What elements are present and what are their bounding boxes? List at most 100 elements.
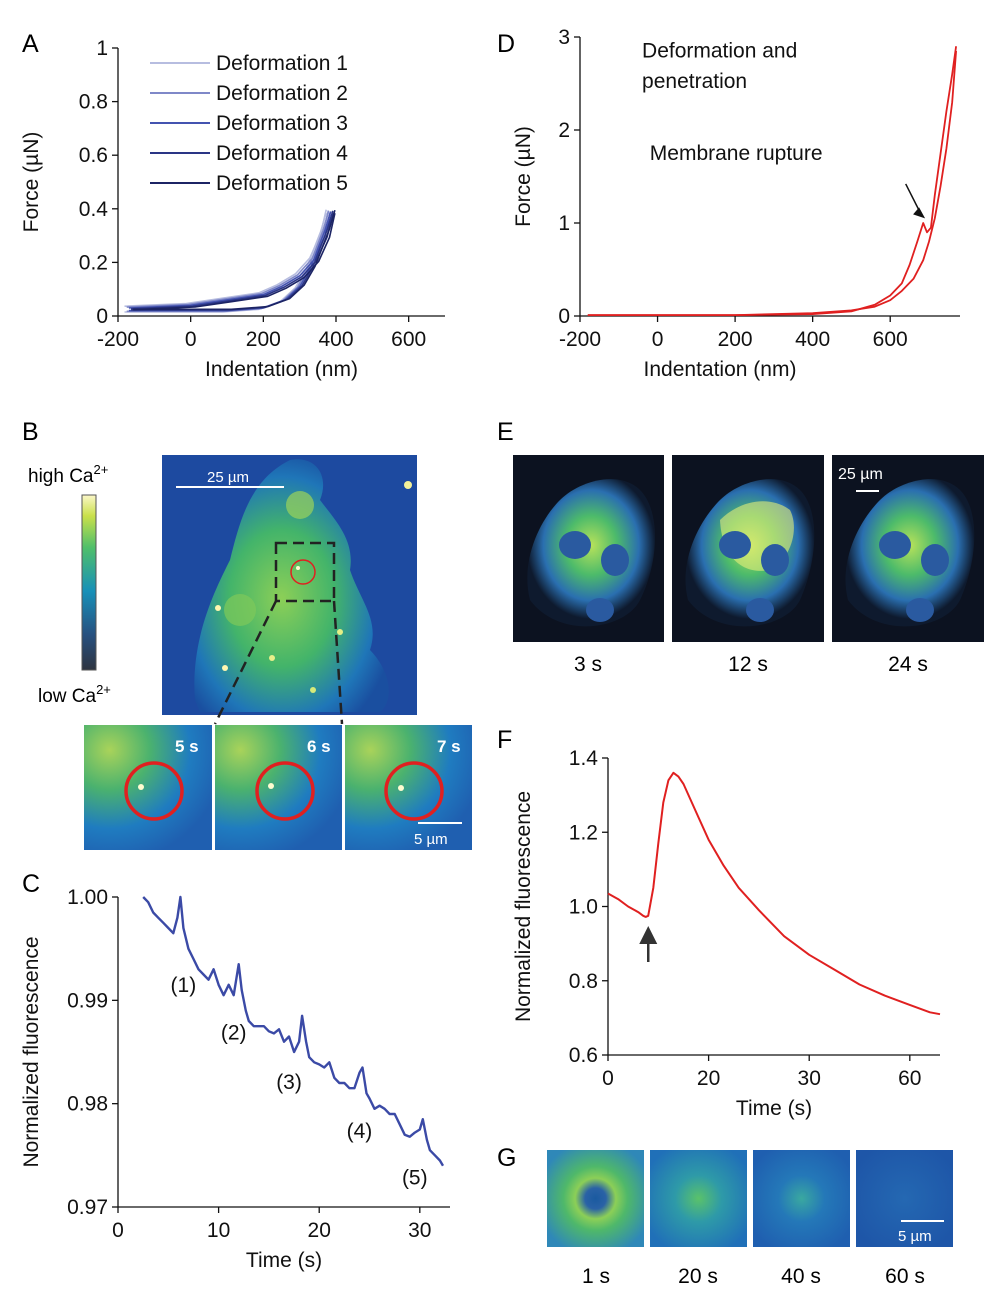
x-tick-label: 600 [391,328,426,351]
g-time-label: 40 s [781,1265,821,1288]
x-tick-label: 0 [185,328,197,351]
g-time-label: 1 s [582,1265,610,1288]
zoom-line-left [213,600,278,725]
y-tick-label: 0.8 [79,91,108,114]
colorbar-high-label: high Ca2+ [28,462,108,487]
x-tick-label: -200 [559,328,601,351]
annotation: (3) [276,1071,302,1094]
series-line-retract [126,210,330,308]
series-line [142,895,445,1167]
x-tick-label: 60 [898,1067,921,1090]
x-tick-label: 10 [207,1219,230,1242]
y-tick-label: 0.97 [67,1196,108,1219]
annotation: Membrane rupture [650,142,823,165]
g-frame-1s [547,1150,644,1247]
panel-letter-g: G [497,1144,516,1172]
x-tick-label: 30 [408,1219,431,1242]
x-tick-label: 400 [795,328,830,351]
x-tick-label: 600 [873,328,908,351]
inset-row: 5 s 6 s 7 s 5 µm [84,725,472,850]
y-tick-label: 0.99 [67,989,108,1012]
panel-letter-a: A [22,30,39,58]
x-tick-label: 200 [718,328,753,351]
roi-circle [290,559,316,585]
x-tick-label: 20 [308,1219,331,1242]
g-frame-60s: 5 µm [856,1150,953,1247]
x-tick-label: 0 [112,1219,124,1242]
frame-12s [672,455,824,642]
x-axis-label: Indentation (nm) [205,358,358,381]
inset-6s: 6 s [215,725,342,850]
series-line [587,50,957,317]
inset-7s: 7 s 5 µm [345,725,472,850]
y-tick-label: 3 [558,26,570,49]
g-frame-20s [650,1150,747,1247]
y-tick-label: 2 [558,119,570,142]
panel-letter-f: F [497,726,512,754]
x-tick-label: 200 [246,328,281,351]
legend-entry: Deformation 1 [216,52,348,75]
y-tick-label: 0 [558,305,570,328]
inset-time-label: 6 s [307,737,331,756]
x-tick-label: -200 [97,328,139,351]
x-axis-label: Indentation (nm) [644,358,797,381]
series-line-retract [124,209,327,307]
y-tick-label: 0.8 [569,970,598,993]
annotation: (4) [347,1120,373,1143]
g-scalebar-label: 5 µm [898,1228,932,1245]
y-tick-label: 0.6 [79,144,108,167]
y-axis-label: Force (µN) [20,132,43,233]
x-tick-label: 20 [697,1067,720,1090]
frame-24s: 25 µm [832,455,984,642]
annotation: (2) [221,1022,247,1045]
panel-letter-b: B [22,418,39,446]
legend-entry: Deformation 4 [216,142,348,165]
y-tick-label: 1.2 [569,821,598,844]
inset-5s: 5 s [84,725,212,850]
x-axis-label: Time (s) [736,1097,812,1120]
annotation: (1) [171,974,197,997]
y-tick-label: 1.4 [569,747,599,770]
frame-time-label: 3 s [574,653,602,676]
panel-letter-d: D [497,30,515,58]
chart-a: -200 0 200 400 60000.20.40.60.81Indentation … [20,37,445,381]
zoom-line-right [332,600,344,725]
y-tick-label: 1 [96,37,108,60]
series-line-approach [133,209,336,311]
x-tick-label: 400 [318,328,353,351]
chart-f: 0 20 30 60 0.6 0.8 1.0 1.2 1.4 Time (s) Normalized… [512,747,941,1120]
series-line-approach [131,210,334,311]
y-tick-label: 1.00 [67,886,108,909]
inset-time-label: 7 s [437,737,461,756]
rupture-arrow-head [913,207,926,219]
g-time-label: 60 s [885,1265,925,1288]
inset-scalebar-label: 5 µm [414,831,448,848]
series-line [607,771,941,1016]
y-tick-label: 0.4 [79,198,109,221]
y-tick-label: 0 [96,305,108,328]
legend-entry: Deformation 5 [216,172,348,195]
series-line-retract [133,213,336,311]
y-tick-label: 0.6 [569,1044,598,1067]
scalebar-main-label: 25 µm [207,469,249,486]
frame-time-label: 24 s [888,653,928,676]
frame-time-label: 12 s [728,653,768,676]
chart-c: 0 10 20 30 0.97 0.98 0.99 1.00 Time (s) Normalize… [20,886,450,1272]
colorbar-low-label: low Ca2+ [38,682,111,707]
series-line-retract [131,212,334,310]
frame-3s [513,455,664,642]
panel-letter-c: C [22,870,40,898]
series-line-approach [126,211,330,313]
panel-letter-e: E [497,418,514,446]
x-tick-label: 0 [602,1067,614,1090]
y-axis-label: Normalized fluorescence [20,936,43,1167]
y-tick-label: 1 [558,212,570,235]
x-tick-label: 0 [652,328,664,351]
annotation: Deformation and [642,39,797,62]
zoom-box [274,541,336,603]
x-axis-label: Time (s) [246,1249,322,1272]
frame-scalebar-label: 25 µm [838,466,883,483]
series-line-approach [128,211,332,312]
y-tick-label: 0.98 [67,1093,108,1116]
